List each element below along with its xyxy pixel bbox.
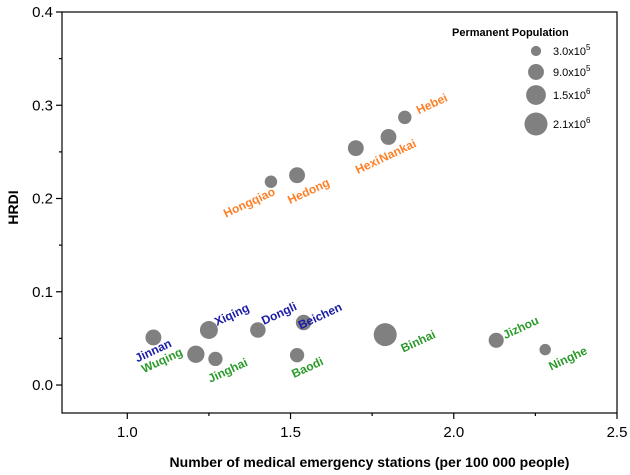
legend-label: 1.5x106 xyxy=(553,87,591,102)
point-xiqing xyxy=(199,321,218,339)
point-hexi xyxy=(347,140,364,157)
x-tick-label: 2.5 xyxy=(607,424,628,441)
label-beichen: Beichen xyxy=(296,300,344,332)
point-hebei xyxy=(398,110,412,125)
point-wuqing xyxy=(187,345,205,363)
point-nankai xyxy=(380,129,397,145)
point-ninghe xyxy=(539,343,551,356)
point-labels: HebeiNankaiHexiHedongHongqiaoJinnanXiqin… xyxy=(133,91,590,386)
legend-label: 9.0x105 xyxy=(553,64,591,79)
point-hongqiao xyxy=(264,175,278,188)
point-dongli xyxy=(250,322,266,338)
label-dongli: Dongli xyxy=(259,299,299,327)
point-binhai xyxy=(373,323,397,347)
point-jinnan xyxy=(145,329,162,346)
label-binhai: Binhai xyxy=(399,327,438,355)
y-tick-label: 0.0 xyxy=(32,377,53,394)
data-points xyxy=(145,110,551,367)
label-hebei: Hebei xyxy=(414,91,450,118)
x-tick-label: 1.5 xyxy=(280,424,301,441)
legend-title: Permanent Population xyxy=(452,27,569,39)
y-tick-label: 0.2 xyxy=(32,191,53,208)
y-tick-label: 0.1 xyxy=(32,284,53,301)
label-xiqing: Xiqing xyxy=(212,301,251,329)
legend-label: 3.0x105 xyxy=(553,43,591,58)
legend: Permanent Population 3.0x105 9.0x105 1.5x10… xyxy=(452,27,591,136)
y-axis-ticks: 0.0 0.1 0.2 0.3 0.4 xyxy=(32,4,62,394)
label-jizhou: Jizhou xyxy=(501,313,541,342)
legend-marker xyxy=(530,45,542,57)
legend-marker xyxy=(524,112,548,136)
label-hongqiao: Hongqiao xyxy=(221,184,277,220)
label-hexi: Hexi xyxy=(353,153,382,176)
plot-frame xyxy=(61,11,618,414)
x-tick-label: 1.0 xyxy=(117,424,138,441)
y-tick-label: 0.4 xyxy=(32,4,53,21)
legend-marker xyxy=(528,64,544,80)
label-ninghe: Ninghe xyxy=(547,343,590,373)
point-jinghai xyxy=(208,351,223,367)
x-tick-label: 2.0 xyxy=(443,424,464,441)
y-axis-title: HRDI xyxy=(5,190,21,224)
point-hedong xyxy=(289,167,306,184)
legend-label: 2.1x106 xyxy=(553,116,591,131)
plot-area-frame xyxy=(61,11,618,414)
point-jizhou xyxy=(488,332,504,348)
y-tick-label: 0.3 xyxy=(32,97,53,114)
legend-marker xyxy=(526,85,546,105)
x-axis-ticks: 1.0 1.5 2.0 2.5 xyxy=(117,413,628,441)
x-axis-title: Number of medical emergency stations (pe… xyxy=(170,454,570,470)
point-beichen xyxy=(295,314,312,331)
point-baodi xyxy=(289,348,305,363)
